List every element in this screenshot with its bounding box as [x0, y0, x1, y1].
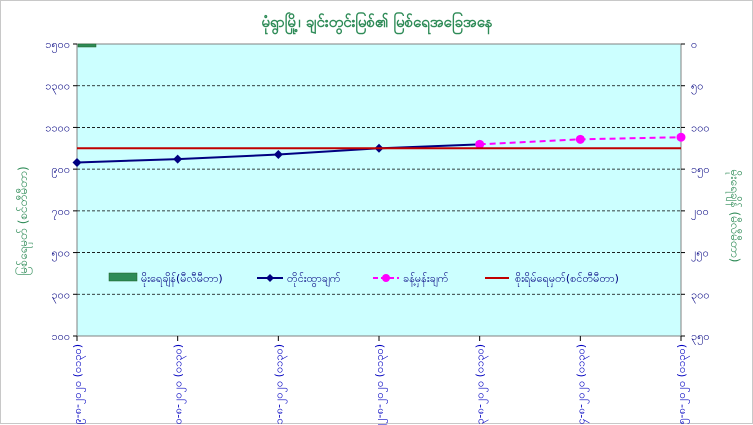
forecast-point	[575, 134, 585, 144]
legend: မိုးရေချိန်(မီလီမီတာ) တိုင်းထွာချက် ခန့်မှ…	[108, 272, 619, 287]
legend-forecast-marker	[382, 274, 390, 282]
chart-title: မုံရွာမြို့၊ ချင်းတွင်းမြစ်၏ မြစ်ရေအခြေအ…	[261, 11, 492, 35]
legend-label: စိုးရိမ်ရေမှတ်(စင်တီမီတာ)	[515, 272, 619, 287]
legend-label: မိုးရေချိန်(မီလီမီတာ)	[141, 272, 223, 287]
right-tick-label: ၁၀၀	[691, 121, 710, 134]
x-tick-label: ၂၀-၈-၂၀၂၀ (၀၁၃၀)	[172, 344, 187, 425]
x-tick-label: ၂၄-၈-၂၀၂၀ (၀၁၃၀)	[574, 344, 589, 425]
legend-label: ခန့်မှန်းချက်	[403, 272, 449, 287]
legend-label: တိုင်းထွာချက်	[287, 272, 341, 287]
left-tick-label: ၇၀၀	[51, 205, 70, 220]
y-axis-label-right: မိုးရေချိန် (မီလီမီတာ)	[725, 170, 743, 263]
x-tick-label: ၁၉-၈-၂၀၂၀ (၀၁၃၀)	[71, 344, 86, 425]
legend-observed-marker	[266, 274, 274, 282]
x-axis: ၁၉-၈-၂၀၂၀ (၀၁၃၀) ၂၀-၈-၂၀၂၀ (၀၁၃၀) ၂၁-၈-၂၀၂…	[71, 336, 690, 425]
left-tick-label: ၃၀၀	[51, 288, 70, 303]
right-tick-label: ၃၅၀	[691, 330, 710, 345]
forecast-point	[676, 132, 686, 142]
left-tick-label: ၁၀၀	[51, 330, 70, 343]
x-tick-label: ၂၂-၈-၂၀၂၀ (၀၁၃၀)	[373, 344, 388, 425]
observed-point	[273, 150, 283, 160]
right-tick-label: ၂၅၀	[691, 247, 709, 262]
left-tick-label: ၉၀၀	[51, 163, 70, 178]
y-axis-label-left: မြစ်ရေမှတ် (စင်တီမီတာ)	[14, 166, 33, 275]
x-tick-label: ၂၃-၈-၂၀၂၀ (၀၁၃၀)	[474, 344, 489, 425]
right-tick-label: ၅၀	[691, 80, 703, 95]
right-tick-label: ၃၀၀	[691, 288, 710, 303]
left-tick-label: ၁၅၀၀	[45, 38, 70, 53]
grid-lines	[77, 85, 681, 295]
right-tick-label: ၂၀၀	[691, 205, 709, 220]
chart-marks	[72, 43, 686, 167]
right-tick-label: ၀	[691, 38, 697, 51]
left-tick-label: ၁၃၀၀	[45, 80, 70, 95]
rainfall-bar	[77, 43, 97, 48]
right-tick-label: ၁၅၀	[691, 163, 710, 178]
left-tick-label: ၅၀၀	[51, 247, 70, 262]
observed-point	[72, 157, 82, 167]
observed-point	[173, 154, 183, 164]
x-tick-label: ၂၁-၈-၂၀၂၀ (၀၁၃၀)	[272, 344, 287, 425]
plot-area	[76, 43, 682, 337]
forecast-point	[475, 139, 485, 149]
left-tick-label: ၁၁၀၀	[45, 121, 70, 134]
x-tick-label: ၂၅-၈-၂၀၂၀ (၀၁၃၀)	[675, 344, 690, 425]
legend-rainfall-swatch	[108, 272, 138, 282]
